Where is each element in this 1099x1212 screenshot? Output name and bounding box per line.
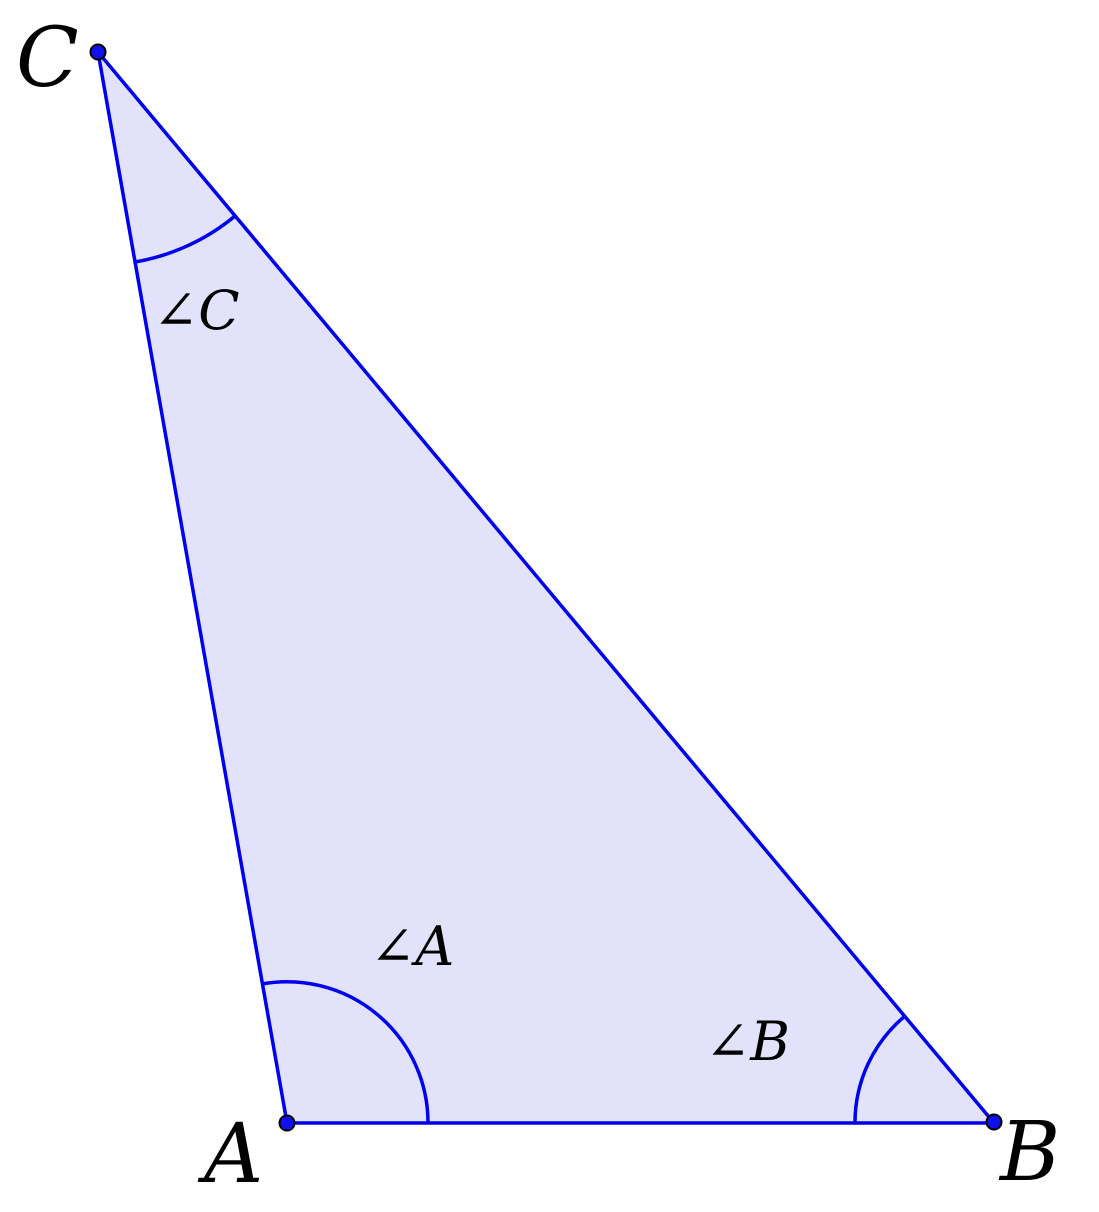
side-ca [96, 51, 289, 1124]
point-a [278, 1114, 296, 1132]
vertex-label-c: C [16, 11, 79, 106]
angle-arc-b [853, 1014, 907, 1124]
vertex-label-a: A [197, 1107, 263, 1202]
angle-arc-c [134, 214, 237, 264]
vertex-label-b: B [998, 1105, 1060, 1200]
angle-arc-a [261, 980, 430, 1124]
angle-label-b: ∠B [705, 1010, 790, 1073]
point-c [89, 43, 107, 61]
point-b [985, 1113, 1003, 1131]
side-bc [96, 50, 996, 1125]
angle-label-a: ∠A [370, 915, 454, 978]
angle-label-c: ∠C [153, 279, 240, 342]
